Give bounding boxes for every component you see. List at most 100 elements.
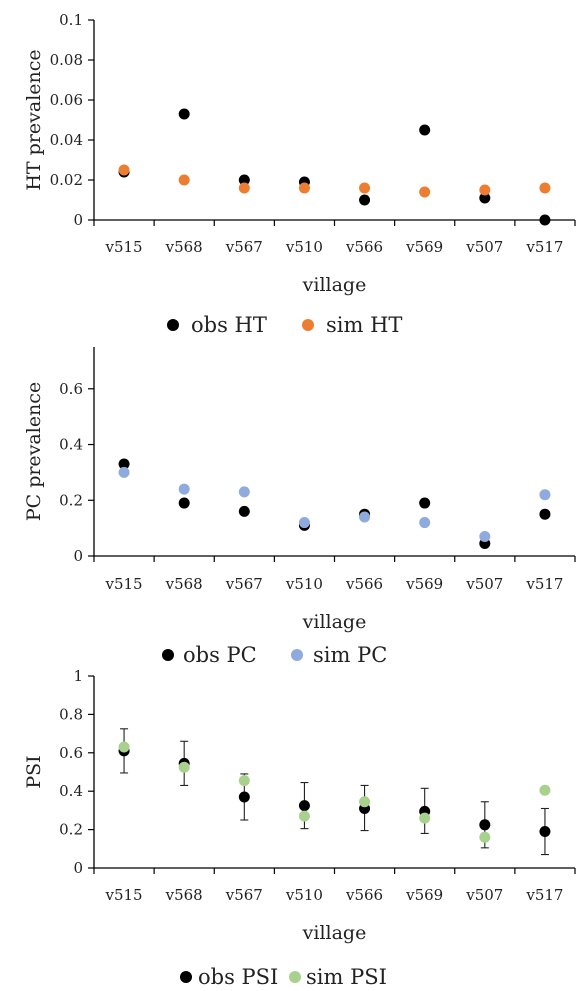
legend-entry: sim PC: [313, 643, 387, 667]
chart-panel-2: 0 0.2 0.4 0.6 v515 v568 v567 v510 v566 v569 v507 v5…: [23, 347, 576, 667]
point-obs-pc: [539, 508, 551, 520]
x-tick-label: v567: [225, 886, 263, 904]
y-tick-label: 0: [73, 859, 83, 877]
legend-marker: [291, 649, 303, 661]
point-sim-psi: [359, 796, 371, 808]
x-axis-label: village: [302, 611, 367, 633]
point-sim-ht: [359, 182, 371, 194]
y-tick-label: 0.04: [50, 131, 83, 149]
y-tick-label: 0.1: [59, 11, 83, 29]
point-obs-psi: [539, 826, 551, 838]
y-tick-label: 0.4: [59, 782, 83, 800]
y-tick-label: 0.2: [59, 821, 83, 839]
x-tick-label: v517: [525, 238, 563, 256]
y-tick-label: 0: [73, 547, 83, 565]
point-sim-psi: [298, 810, 310, 822]
x-tick-label: v566: [345, 886, 383, 904]
point-sim-pc: [118, 466, 130, 478]
point-sim-pc: [539, 489, 551, 501]
x-tick-label: v567: [225, 238, 263, 256]
point-sim-psi: [479, 831, 491, 843]
point-sim-pc: [298, 517, 310, 529]
point-sim-psi: [238, 775, 250, 787]
legend-entry: sim PSI: [306, 965, 387, 989]
y-tick-label: 0: [73, 211, 83, 229]
legend-marker: [289, 971, 301, 983]
y-tick-label: 0.06: [50, 91, 83, 109]
x-tick-label: v507: [465, 238, 503, 256]
x-tick-label: v569: [405, 238, 443, 256]
point-obs-ht: [479, 192, 491, 204]
point-obs-psi: [238, 791, 250, 803]
point-obs-pc: [238, 505, 250, 517]
point-obs-pc: [118, 458, 130, 470]
legend-marker: [302, 319, 314, 331]
point-sim-pc: [479, 530, 491, 542]
point-sim-ht: [238, 182, 250, 194]
legend-entry: obs HT: [191, 313, 267, 337]
x-tick-label: v566: [345, 238, 383, 256]
chart-panel-1: 0 0.02 0.04 0.06 0.08 0.1 v515 v568 v567 v510 v566…: [23, 11, 576, 337]
x-axis-label: village: [302, 922, 367, 944]
point-obs-ht: [539, 214, 551, 226]
point-sim-ht: [178, 174, 190, 186]
x-tick-label: v507: [465, 886, 503, 904]
x-tick-label: v569: [405, 575, 443, 593]
x-tick-label: v567: [225, 575, 263, 593]
x-tick-label: v517: [525, 886, 563, 904]
y-axis-label: HT prevalence: [23, 49, 45, 190]
y-tick-label: 0.6: [59, 380, 83, 398]
point-sim-pc: [359, 511, 371, 523]
x-tick-label: v569: [405, 886, 443, 904]
y-tick-label: 0.8: [59, 705, 83, 723]
y-tick-label: 0.02: [50, 171, 83, 189]
legend-marker: [180, 971, 192, 983]
point-obs-psi: [298, 800, 310, 812]
y-tick-label: 0.2: [59, 491, 83, 509]
chart-panel-3: 0 0.2 0.4 0.6 0.8 1 v515 v568 v567 v510 v566 v569 v5…: [23, 667, 576, 989]
x-tick-label: v515: [105, 238, 143, 256]
point-obs-psi: [479, 819, 491, 831]
x-tick-label: v510: [285, 238, 323, 256]
legend-marker: [162, 649, 174, 661]
point-obs-pc: [419, 497, 431, 509]
x-tick-label: v507: [465, 575, 503, 593]
point-sim-ht: [419, 186, 431, 198]
y-tick-label: 1: [73, 667, 83, 685]
y-tick-label: 0.4: [59, 436, 83, 454]
x-tick-label: v568: [165, 886, 203, 904]
x-tick-label: v515: [105, 886, 143, 904]
point-sim-ht: [298, 182, 310, 194]
point-sim-psi: [539, 784, 551, 796]
x-tick-label: v517: [525, 575, 563, 593]
y-axis-label: PC prevalence: [23, 382, 45, 521]
point-sim-psi: [419, 812, 431, 824]
legend-entry: obs PSI: [198, 965, 278, 989]
point-sim-pc: [419, 517, 431, 529]
y-axis-label: PSI: [23, 755, 45, 788]
y-tick-label: 0.6: [59, 744, 83, 762]
point-sim-pc: [178, 483, 190, 495]
point-sim-ht: [118, 164, 130, 176]
point-obs-ht: [238, 174, 250, 186]
point-obs-ht: [178, 108, 190, 120]
legend-entry: obs PC: [183, 643, 257, 667]
x-tick-label: v568: [165, 575, 203, 593]
x-tick-label: v515: [105, 575, 143, 593]
point-obs-pc: [178, 497, 190, 509]
point-sim-ht: [479, 184, 491, 196]
point-sim-psi: [178, 761, 190, 773]
x-tick-label: v510: [285, 886, 323, 904]
legend-marker: [167, 319, 179, 331]
legend-entry: sim HT: [326, 313, 402, 337]
x-axis-label: village: [302, 274, 367, 296]
y-tick-label: 0.08: [50, 51, 83, 69]
point-sim-ht: [539, 182, 551, 194]
x-tick-label: v566: [345, 575, 383, 593]
point-sim-pc: [238, 486, 250, 498]
x-tick-label: v510: [285, 575, 323, 593]
point-obs-ht: [419, 124, 431, 136]
x-tick-label: v568: [165, 238, 203, 256]
point-obs-ht: [359, 194, 371, 206]
